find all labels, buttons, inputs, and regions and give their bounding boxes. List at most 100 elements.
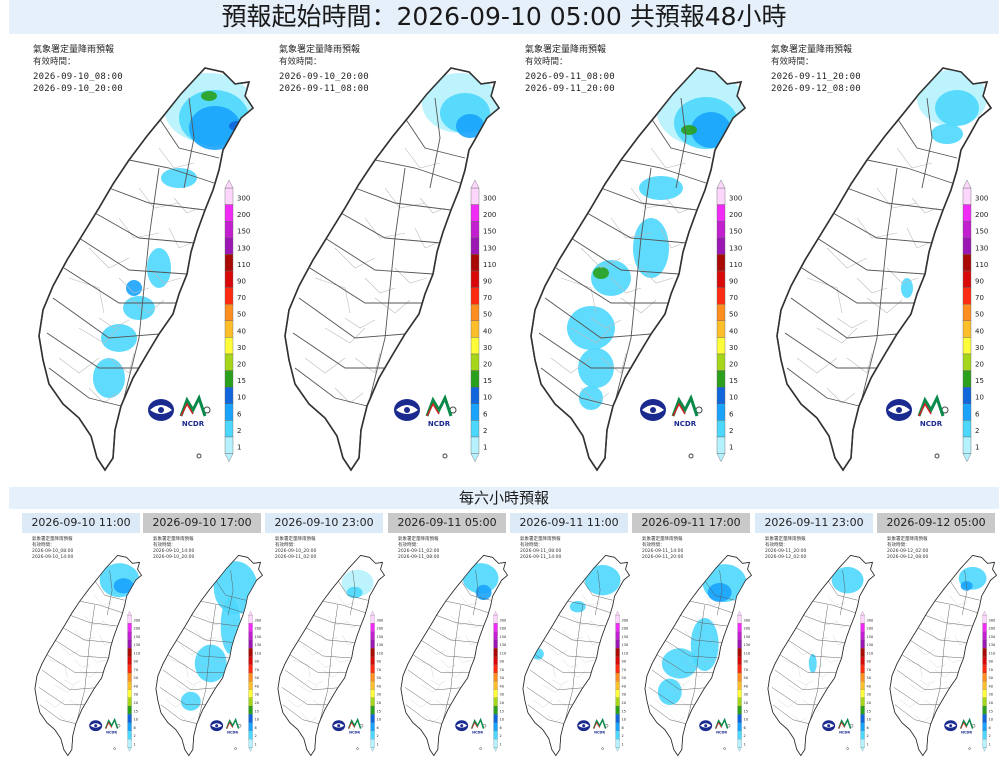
legend-swatch — [737, 714, 742, 723]
six-hour-tab-7[interactable]: 2026-09-11 23:00 — [755, 513, 873, 533]
legend-swatch — [737, 730, 742, 740]
legend-swatch — [224, 403, 234, 421]
legend-swatch — [370, 623, 375, 632]
panel-caption: 氣象署定量降雨預報 有效時間： 2026-09-11_08:00 2026-09-11… — [520, 537, 561, 561]
legend-label: 200 — [729, 211, 742, 219]
legend-swatch — [982, 681, 987, 690]
legend-swatch — [982, 730, 987, 740]
six-hour-tab-5[interactable]: 2026-09-11 11:00 — [510, 513, 628, 533]
product-label: 氣象署定量降雨預報 — [275, 537, 316, 542]
legend-swatch — [716, 370, 726, 388]
legend-label: 15 — [377, 709, 381, 713]
legend-label: 110 — [622, 651, 629, 655]
legend-label: 30 — [729, 344, 738, 352]
ncdr-logo-icon: NCDR — [347, 717, 362, 735]
legend-swatch — [370, 639, 375, 649]
legend-swatch — [470, 237, 480, 255]
cwa-logo-icon — [944, 720, 958, 732]
rain-legend: 300 200 150 130 110 90 70 50 40 30 20 15 10 6 2 1 — [470, 179, 496, 463]
valid-start: 2026-09-10_20:00 — [275, 549, 317, 554]
legend-swatch — [224, 436, 234, 454]
six-hour-tab-3[interactable]: 2026-09-10 23:00 — [265, 513, 383, 533]
ncdr-logo-text: NCDR — [920, 420, 943, 428]
legend-label: 6 — [377, 726, 379, 730]
legend-swatch — [860, 656, 865, 665]
legend-swatch — [982, 739, 987, 748]
legend-label: 2 — [975, 427, 979, 435]
legend-label: 110 — [729, 261, 742, 269]
legend-swatch — [962, 187, 972, 205]
rain-legend: 300 200 150 130 110 90 70 50 40 30 20 15 10 6 2 1 — [982, 610, 995, 752]
legend-swatch — [737, 664, 742, 674]
panel-caption: 氣象署定量降雨預報 有效時間： 2026-09-11_08:00 2026-09-11… — [525, 44, 615, 95]
legend-label: 130 — [255, 643, 262, 647]
forecast-panel-2: 300 200 150 130 110 90 70 50 40 30 20 15 10 6 2 1 NCDR 氣象… — [255, 38, 500, 474]
rain-legend: 300 200 150 130 110 90 70 50 40 30 20 15 10 6 2 1 — [860, 610, 873, 752]
legend-label: 90 — [134, 660, 138, 664]
legend-swatch — [615, 664, 620, 674]
rain-area — [567, 306, 615, 350]
legend-label: 30 — [377, 693, 381, 697]
legend-label: 200 — [237, 211, 250, 219]
ncdr-logo-text: NCDR — [428, 420, 451, 428]
product-label: 氣象署定量降雨預報 — [525, 45, 607, 55]
six-hour-tab-4[interactable]: 2026-09-11 05:00 — [388, 513, 506, 533]
legend-swatch — [248, 705, 253, 715]
legend-swatch — [982, 631, 987, 641]
rain-map: 300 200 150 130 110 90 70 50 40 30 20 15 10 6 2 1 NCDR — [277, 554, 385, 757]
six-hour-tab-1[interactable]: 2026-09-10 11:00 — [22, 513, 140, 533]
legend-swatch — [716, 387, 726, 405]
legend-label: 30 — [989, 693, 993, 697]
legend-label: 70 — [622, 668, 626, 672]
legend-swatch — [716, 353, 726, 371]
cwa-logo-icon — [455, 720, 469, 732]
rain-area — [462, 563, 499, 594]
rain-area — [657, 678, 682, 706]
legend-label: 15 — [989, 709, 993, 713]
rain-area — [113, 578, 134, 594]
legend-swatch — [615, 639, 620, 649]
legend-swatch — [127, 714, 132, 723]
legend-swatch — [370, 648, 375, 657]
legend-label: 20 — [729, 360, 738, 368]
legend-swatch — [982, 639, 987, 649]
legend-swatch — [248, 739, 253, 748]
legend-label: 70 — [255, 668, 259, 672]
rain-map: 300 200 150 130 110 90 70 50 40 30 20 15 10 6 2 1 NCDR — [644, 554, 752, 757]
six-hour-tab-2[interactable]: 2026-09-10 17:00 — [143, 513, 261, 533]
legend-swatch — [127, 648, 132, 657]
legend-swatch — [962, 403, 972, 421]
rain-area — [93, 358, 125, 398]
legend-swatch — [982, 664, 987, 674]
cwa-logo-icon — [148, 399, 174, 421]
valid-label: 有效時間： — [153, 543, 176, 548]
six-hour-tab-6[interactable]: 2026-09-11 17:00 — [632, 513, 750, 533]
legend-swatch — [127, 722, 132, 731]
legend-swatch — [127, 631, 132, 641]
legend-swatch — [737, 697, 742, 707]
legend-swatch — [470, 270, 480, 288]
legend-swatch — [493, 664, 498, 674]
ncdr-logo-icon: NCDR — [225, 717, 240, 735]
legend-label: 130 — [622, 643, 629, 647]
legend-label: 40 — [483, 327, 492, 335]
legend-label: 90 — [255, 660, 259, 664]
legend-swatch — [860, 730, 865, 740]
legend-label: 70 — [134, 668, 138, 672]
legend-label: 130 — [134, 643, 141, 647]
forecast-panel-3: 300 200 150 130 110 90 70 50 40 30 20 15 10 6 2 1 NCDR 氣象… — [501, 38, 746, 474]
legend-swatch — [716, 237, 726, 255]
legend-swatch — [127, 739, 132, 748]
legend-swatch — [737, 631, 742, 641]
legend-label: 10 — [500, 718, 504, 722]
legend-label: 1 — [975, 443, 979, 451]
ncdr-logo-icon: NCDR — [714, 717, 729, 735]
legend-label: 70 — [729, 294, 738, 302]
legend-label: 300 — [134, 618, 141, 622]
legend-swatch — [493, 615, 498, 624]
legend-label: 2 — [744, 734, 746, 738]
six-hour-tab-8[interactable]: 2026-09-12 05:00 — [877, 513, 995, 533]
legend-label: 90 — [237, 277, 246, 285]
legend-label: 15 — [622, 709, 626, 713]
legend-swatch — [982, 623, 987, 632]
